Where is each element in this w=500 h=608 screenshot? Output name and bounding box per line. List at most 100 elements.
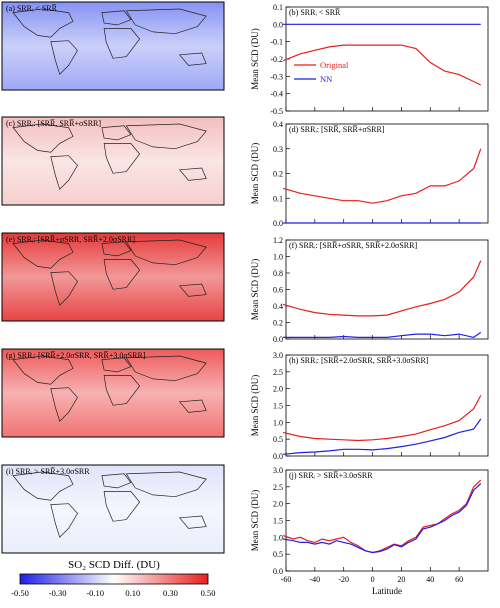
coastline xyxy=(178,52,207,66)
x-tick-label: 0 xyxy=(371,575,375,584)
coastline xyxy=(101,125,132,141)
colorbar-title: SO₂ SCD Diff. (DU) xyxy=(68,559,160,571)
x-tick-label: 20 xyxy=(397,575,405,584)
map-panel: (a) SRRᵢ < SRR̅ xyxy=(1,1,225,91)
y-tick-label: 0.0 xyxy=(273,20,283,29)
coastline xyxy=(12,8,74,38)
map-frame xyxy=(1,1,225,91)
chart-title: (d) SRRᵢ: [SRR̅, SRR̅+σSRR] xyxy=(289,125,385,134)
colorbar-tick-label: -0.30 xyxy=(49,588,67,598)
coastline xyxy=(101,241,132,257)
y-tick-label: -0.2 xyxy=(270,55,283,64)
y-tick-label: -0.1 xyxy=(270,38,283,47)
coastline xyxy=(178,283,207,297)
colorbar xyxy=(19,573,209,585)
map-frame xyxy=(1,232,225,322)
coastline xyxy=(125,239,207,266)
y-axis-label: Mean SCD (DU) xyxy=(250,375,260,437)
map-label: (c) SRRᵢ: [SRR̅, SRR̅+σSRR] xyxy=(6,119,101,128)
y-tick-label: 1.0 xyxy=(273,253,283,262)
plot-frame xyxy=(285,123,489,224)
x-tick-label: -60 xyxy=(281,575,292,584)
x-tick-label: 60 xyxy=(455,575,463,584)
map-frame xyxy=(1,348,225,438)
y-tick-label: -0.4 xyxy=(270,90,283,99)
y-tick-label: 1.5 xyxy=(273,517,283,526)
x-axis-label: Latitude xyxy=(372,586,402,596)
series-line xyxy=(283,418,482,455)
line-chart: (d) SRRᵢ: [SRR̅, SRR̅+σSRR] 0.4 0.3 0.2 0.1 0… xyxy=(250,120,489,228)
colorbar-tick-label: -0.50 xyxy=(11,588,29,598)
coastline xyxy=(125,8,207,35)
y-tick-label: 3.0 xyxy=(273,466,283,475)
map-label: (e) SRRᵢ: [SRR̅+σSRR, SRR̅+2.0σSRR] xyxy=(6,235,135,244)
series-line xyxy=(283,483,482,554)
y-tick-label: 1.5 xyxy=(273,402,283,411)
map-label: (g) SRRᵢ: [SRR̅+2.0σSRR, SRR̅+3.0σSRR] xyxy=(6,351,146,360)
legend-entry: Original xyxy=(320,60,349,70)
coastline xyxy=(178,399,207,413)
y-tick-label: -0.5 xyxy=(270,107,283,116)
y-tick-label: 2.5 xyxy=(273,483,283,492)
y-tick-label: 0.5 xyxy=(273,435,283,444)
colorbar-tick-label: 0.50 xyxy=(201,588,216,598)
y-tick-label: 2.0 xyxy=(273,500,283,509)
y-tick-label: 0.4 xyxy=(273,120,283,129)
y-tick-label: 0.2 xyxy=(273,170,283,179)
coastline xyxy=(101,473,132,489)
series-line xyxy=(283,331,482,339)
chart-title: (h) SRRᵢ: [SRR̅+2.0σSRR, SRR̅+3.0σSRR] xyxy=(289,356,429,365)
series-line xyxy=(282,479,482,554)
plot-frame xyxy=(285,469,489,572)
y-tick-label: 0.2 xyxy=(273,319,283,328)
y-tick-label: 3.0 xyxy=(273,351,283,360)
y-axis-label: Mean SCD (DU) xyxy=(250,490,260,552)
series-line xyxy=(282,260,482,317)
line-chart: (j) SRRᵢ > SRR̅+3.0σSRR 3.0 2.5 2.0 1.5 1.0 0.… xyxy=(250,466,489,596)
y-tick-label: -0.3 xyxy=(270,72,283,81)
y-tick-label: 0.3 xyxy=(273,145,283,154)
map-field xyxy=(2,233,224,321)
map-label: (i) SRRᵢ > SRR̅+3.0σSRR xyxy=(6,467,90,476)
coastline xyxy=(178,515,207,529)
y-axis-label: Mean SCD (DU) xyxy=(250,28,260,90)
coastline xyxy=(50,155,78,190)
y-tick-label: 0.6 xyxy=(273,286,283,295)
map-panel: (c) SRRᵢ: [SRR̅, SRR̅+σSRR] xyxy=(1,116,225,206)
coastline xyxy=(125,355,207,382)
chart-title: (j) SRRᵢ > SRR̅+3.0σSRR xyxy=(289,471,373,480)
coastline xyxy=(50,40,78,75)
colorbar-tick-label: 0.10 xyxy=(125,588,140,598)
line-chart: (b) SRRᵢ < SRR̅ 0.1 0.0 -0.1 -0.2 -0.3 -0.4 -0.… xyxy=(250,3,489,116)
series-line xyxy=(282,148,482,204)
coastline xyxy=(50,271,78,306)
map-panel: (g) SRRᵢ: [SRR̅+2.0σSRR, SRR̅+3.0σSRR] xyxy=(1,348,225,438)
y-axis-label: Mean SCD (DU) xyxy=(250,259,260,321)
coastline xyxy=(12,355,74,385)
coastline xyxy=(12,471,74,501)
y-tick-label: 0.1 xyxy=(273,3,283,12)
map-frame xyxy=(1,464,225,554)
x-tick-label: -20 xyxy=(338,575,349,584)
y-tick-label: 1.0 xyxy=(273,533,283,542)
map-field xyxy=(2,117,224,205)
y-tick-label: 0.0 xyxy=(273,219,283,228)
coastline xyxy=(12,239,74,269)
colorbar-tick-label: -0.10 xyxy=(86,588,104,598)
y-tick-label: 0.8 xyxy=(273,269,283,278)
y-tick-label: 0.5 xyxy=(273,550,283,559)
line-chart: (f) SRRᵢ: [SRR̅+σSRR, SRR̅+2.0σSRR] 1.2 1.… xyxy=(250,236,489,344)
series-line xyxy=(282,44,482,86)
coastline xyxy=(103,143,141,174)
y-tick-label: 2.0 xyxy=(273,385,283,394)
y-tick-label: 0.0 xyxy=(273,335,283,344)
y-tick-label: 2.5 xyxy=(273,368,283,377)
line-chart: (h) SRRᵢ: [SRR̅+2.0σSRR, SRR̅+3.0σSRR] 3.… xyxy=(250,351,489,461)
coastline xyxy=(101,10,132,26)
map-panel: (e) SRRᵢ: [SRR̅+σSRR, SRR̅+2.0σSRR] xyxy=(1,232,225,322)
y-tick-label: 1.0 xyxy=(273,418,283,427)
coastline xyxy=(125,123,207,150)
series-line xyxy=(282,395,482,442)
x-tick-label: -40 xyxy=(310,575,321,584)
